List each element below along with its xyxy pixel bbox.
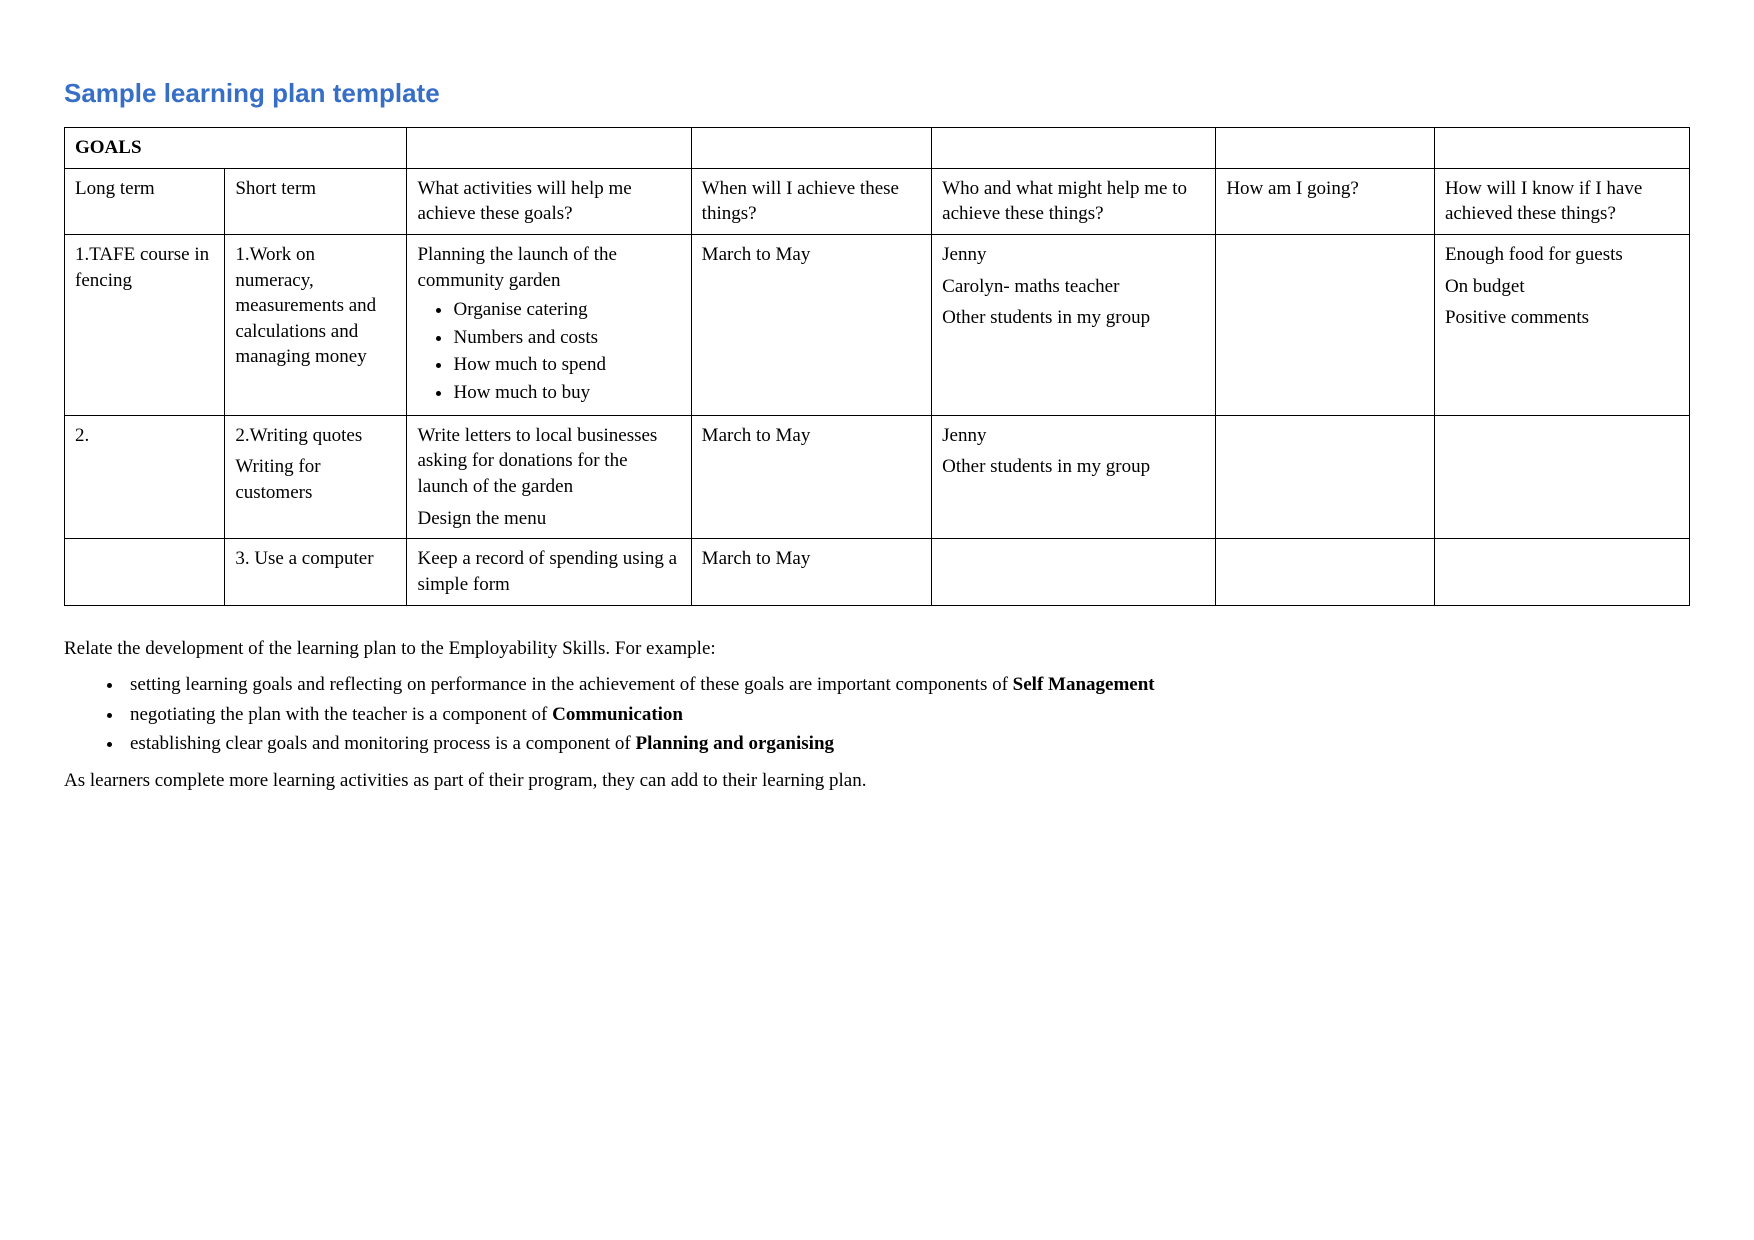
cell-how-going: [1216, 415, 1435, 539]
who-line: Jenny: [942, 242, 1205, 268]
short-term-line: Writing for customers: [235, 454, 396, 505]
header-who: Who and what might help me to achieve th…: [932, 168, 1216, 234]
header-how-know: How will I know if I have achieved these…: [1434, 168, 1689, 234]
header-long-term: Long term: [65, 168, 225, 234]
who-line: Jenny: [942, 423, 1205, 449]
cell-activities: Keep a record of spending using a simple…: [407, 539, 691, 605]
table-row: 1.TAFE course in fencing 1.Work on numer…: [65, 234, 1690, 415]
list-item: Organise catering: [453, 297, 680, 323]
cell-when: March to May: [691, 415, 931, 539]
table-row: GOALS: [65, 128, 1690, 169]
skills-list: setting learning goals and reflecting on…: [64, 672, 1690, 758]
cell-how-know: [1434, 539, 1689, 605]
cell-long-term: 1.TAFE course in fencing: [65, 234, 225, 415]
header-cell: [1216, 128, 1435, 169]
know-line: Enough food for guests: [1445, 242, 1679, 268]
table-row: 3. Use a computer Keep a record of spend…: [65, 539, 1690, 605]
skill-bold: Communication: [552, 704, 683, 725]
footer-intro: Relate the development of the learning p…: [64, 636, 1690, 663]
cell-long-term: 2.: [65, 415, 225, 539]
activities-line: Design the menu: [417, 506, 680, 532]
skill-bold: Self Management: [1013, 674, 1155, 695]
header-cell: [407, 128, 691, 169]
cell-short-term: 1.Work on numeracy, measurements and cal…: [225, 234, 407, 415]
list-item: establishing clear goals and monitoring …: [124, 731, 1690, 758]
learning-plan-table: GOALS Long term Short term What activiti…: [64, 127, 1690, 606]
cell-who: [932, 539, 1216, 605]
who-line: Carolyn- maths teacher: [942, 274, 1205, 300]
activities-intro: Planning the launch of the community gar…: [417, 244, 616, 291]
cell-when: March to May: [691, 539, 931, 605]
table-row: 2. 2.Writing quotes Writing for customer…: [65, 415, 1690, 539]
skill-text: establishing clear goals and monitoring …: [130, 733, 636, 754]
cell-activities: Planning the launch of the community gar…: [407, 234, 691, 415]
cell-short-term: 3. Use a computer: [225, 539, 407, 605]
header-how-going: How am I going?: [1216, 168, 1435, 234]
skill-text: negotiating the plan with the teacher is…: [130, 704, 552, 725]
activities-list: Organise catering Numbers and costs How …: [417, 297, 680, 406]
short-term-line: 2.Writing quotes: [235, 423, 396, 449]
list-item: negotiating the plan with the teacher is…: [124, 702, 1690, 729]
cell-long-term: [65, 539, 225, 605]
header-short-term: Short term: [225, 168, 407, 234]
table-row: Long term Short term What activities wil…: [65, 168, 1690, 234]
cell-who: Jenny Other students in my group: [932, 415, 1216, 539]
header-cell: [1434, 128, 1689, 169]
skill-text: setting learning goals and reflecting on…: [130, 674, 1013, 695]
cell-how-going: [1216, 539, 1435, 605]
list-item: Numbers and costs: [453, 325, 680, 351]
header-cell: [691, 128, 931, 169]
list-item: setting learning goals and reflecting on…: [124, 672, 1690, 699]
know-line: Positive comments: [1445, 305, 1679, 331]
list-item: How much to buy: [453, 380, 680, 406]
skill-bold: Planning and organising: [636, 733, 835, 754]
cell-activities: Write letters to local businesses asking…: [407, 415, 691, 539]
header-goals: GOALS: [65, 128, 407, 169]
page-title: Sample learning plan template: [64, 78, 1690, 109]
who-line: Other students in my group: [942, 305, 1205, 331]
list-item: How much to spend: [453, 352, 680, 378]
cell-short-term: 2.Writing quotes Writing for customers: [225, 415, 407, 539]
who-line: Other students in my group: [942, 454, 1205, 480]
cell-how-know: [1434, 415, 1689, 539]
cell-how-going: [1216, 234, 1435, 415]
header-cell: [932, 128, 1216, 169]
header-when: When will I achieve these things?: [691, 168, 931, 234]
know-line: On budget: [1445, 274, 1679, 300]
cell-how-know: Enough food for guests On budget Positiv…: [1434, 234, 1689, 415]
footer-outro: As learners complete more learning activ…: [64, 768, 1690, 795]
activities-line: Write letters to local businesses asking…: [417, 423, 680, 500]
cell-when: March to May: [691, 234, 931, 415]
header-activities: What activities will help me achieve the…: [407, 168, 691, 234]
cell-who: Jenny Carolyn- maths teacher Other stude…: [932, 234, 1216, 415]
